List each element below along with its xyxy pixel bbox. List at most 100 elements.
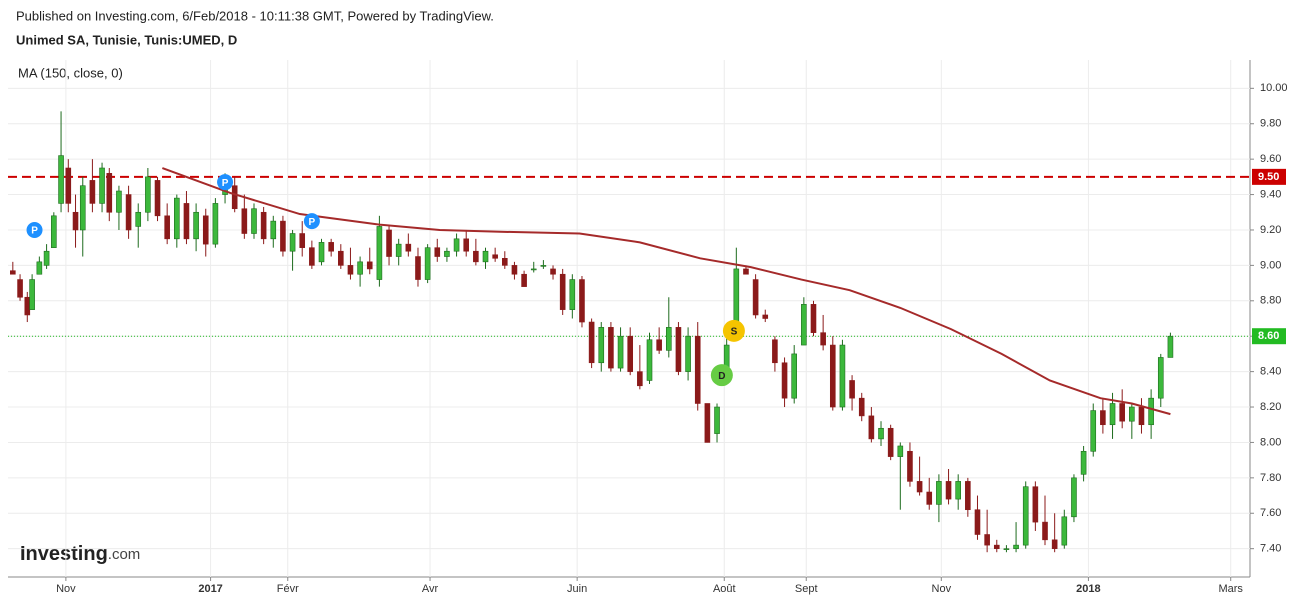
candle-body [58,155,64,204]
candle-body [1022,486,1029,546]
logo-name: Investing [20,543,108,565]
candle-body [10,270,16,275]
candle-body [492,254,498,259]
candle-body [424,247,431,280]
candle-body [550,268,556,275]
x-tick-label: 2018 [1076,583,1100,595]
published-line: Published on Investing.com, 6/Feb/2018 -… [16,8,494,23]
candle-body [434,247,441,257]
candle-body [473,250,479,263]
candle-body [338,250,344,266]
candle-body [270,220,277,240]
candle-body [174,197,180,240]
candle-body [598,327,605,364]
candle-body [945,481,952,500]
x-tick-label: Mars [1218,583,1243,595]
candle-body [376,226,383,280]
event-label: P [31,226,38,237]
candle-body [511,265,518,275]
candle-body [559,273,566,310]
candle-body [231,185,238,210]
candle-body [936,481,942,505]
candle-body [955,481,961,500]
candle-body [280,220,286,252]
candle-body [801,304,807,346]
candle-body [984,534,990,546]
candle-body [656,339,662,351]
y-tick-label: 9.00 [1260,259,1281,271]
candle-body [347,265,354,275]
candle-body [646,339,653,381]
candle-body [887,427,894,457]
candle-body [366,261,373,270]
candle-body [99,167,105,204]
y-tick-label: 7.40 [1260,543,1281,555]
moving-average [162,167,1171,416]
candle-body [694,335,701,404]
y-tick-label: 8.80 [1260,295,1281,307]
candle-body [453,238,460,252]
logo-suffix: .com [108,546,141,563]
candle-body [743,268,749,275]
candle-body [916,481,923,493]
candle-body [897,445,904,457]
event-label: P [309,217,316,228]
candle-body [820,332,826,346]
candle-body [791,353,797,399]
candle-body [685,335,691,372]
candle-body [521,273,527,287]
candle-body [65,167,72,204]
candle-body [858,397,865,417]
candle-body [1042,521,1048,541]
candle-body [588,321,595,364]
candle-body [569,279,576,310]
candle-body [164,215,170,240]
candle-body [106,173,113,213]
candle-body [926,491,933,505]
candle-body [829,344,836,408]
x-tick-label: 2017 [198,583,222,595]
y-tick-label: 9.20 [1260,224,1281,236]
candle-body [72,211,79,231]
candle-body [309,247,315,266]
y-tick-label: 9.80 [1260,118,1281,130]
candle-body [193,211,199,240]
candle-body [212,203,219,245]
x-tick-label: Févr [277,583,299,595]
candle-body [714,406,720,434]
logo: Investing.com [20,543,140,565]
candle-body [617,335,624,369]
candle-body [1119,403,1125,422]
candle-body [1051,539,1058,549]
candle-body [704,403,711,443]
candle-body [637,371,643,387]
y-tick-label: 7.60 [1260,507,1281,519]
grid [8,60,1250,577]
candle-body [89,180,96,204]
event-marker [217,174,234,191]
candle-body [1100,410,1106,426]
event-marker [710,364,733,387]
candle-body [43,250,50,266]
candle-body [1090,410,1097,452]
candle-body [251,208,257,234]
candle-body [79,185,86,231]
candle-body [36,261,43,275]
x-tick-label: Nov [56,583,76,595]
candle-body [540,265,547,267]
indicator-label: MA (150, close, 0) [18,65,123,80]
level-label: 9.50 [1258,171,1279,183]
y-tick-label: 8.20 [1260,401,1281,413]
candle-body [260,211,267,240]
candle-body [116,190,122,213]
candle-body [357,261,363,275]
candle-body [1129,406,1135,422]
candle-body [154,180,161,217]
level-tag [1252,168,1286,185]
event-marker [303,213,320,230]
candle-body [530,268,537,271]
candle-body [965,481,971,511]
y-tick-label: 10.00 [1260,82,1288,94]
candle-body [1003,548,1010,550]
candle-body [241,208,248,234]
